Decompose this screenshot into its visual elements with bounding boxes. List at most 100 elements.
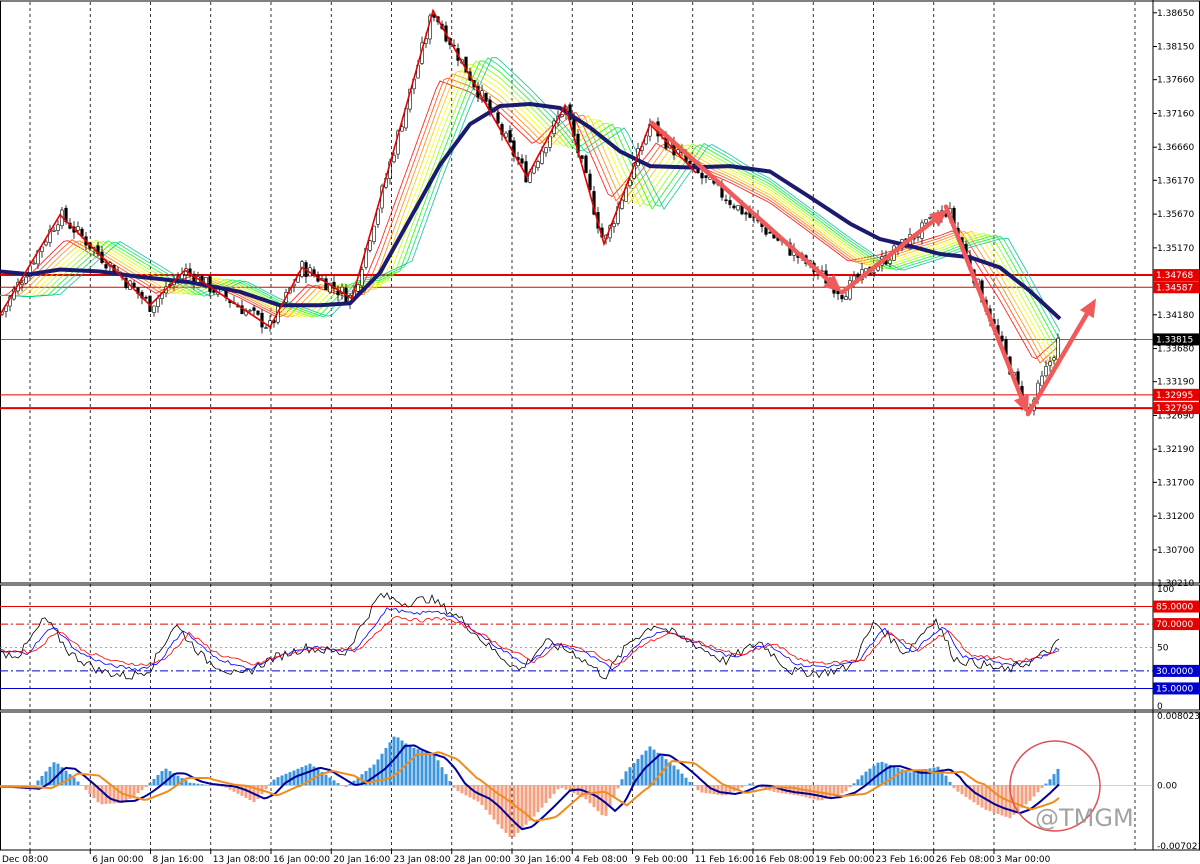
macd-histogram-bar-up	[640, 754, 644, 786]
bear-candle	[332, 281, 336, 289]
price-tick-label: 1.33190	[1157, 378, 1194, 388]
macd-histogram-bar-up	[148, 782, 152, 786]
macd-histogram-bar-down	[124, 785, 128, 802]
macd-histogram-bar-down	[984, 785, 988, 810]
macd-histogram-bar-up	[372, 764, 376, 786]
stochastic-line	[0, 607, 1060, 672]
macd-histogram-bar-down	[244, 785, 248, 798]
macd-histogram-bar-up	[688, 781, 692, 786]
macd-histogram-bar-down	[108, 785, 112, 804]
stochastic-level-tag	[1153, 618, 1199, 631]
macd-histogram-bar-down	[736, 785, 740, 790]
macd-histogram-bar-down	[544, 785, 548, 804]
macd-histogram-bar-up	[60, 767, 64, 786]
macd-histogram-bar-down	[212, 785, 216, 786]
bull-candle	[356, 284, 360, 292]
macd-histogram-bar-down	[728, 785, 732, 794]
macd-histogram-bar-down	[844, 785, 848, 792]
macd-histogram-bar-down	[524, 785, 528, 825]
macd-histogram-bar-up	[932, 767, 936, 786]
bear-candle	[324, 278, 328, 291]
price-tick-label: 1.30210	[1157, 579, 1194, 589]
level-tag-label: 1.32799	[1156, 404, 1193, 414]
macd-histogram-bar-up	[904, 770, 908, 786]
time-label: 8 Jan 16:00	[153, 855, 205, 864]
macd-histogram-bar-down	[716, 785, 720, 795]
macd-histogram-bar-down	[764, 785, 768, 790]
time-label: 9 Feb 00:00	[635, 855, 689, 864]
current-price-label: 1.33815	[1156, 335, 1193, 345]
bull-candle	[52, 229, 56, 232]
macd-histogram-bar-up	[748, 783, 752, 786]
stochastic-tick-label: 0	[1157, 702, 1163, 712]
macd-histogram-bar-down	[708, 785, 712, 794]
trend-arrow-head	[1079, 298, 1096, 319]
bull-candle	[40, 246, 44, 252]
macd-histogram-bar-down	[604, 785, 608, 816]
macd-histogram-bar-down	[340, 785, 344, 786]
macd-histogram-bar-up	[72, 777, 76, 786]
macd-histogram-bar-up	[364, 770, 368, 786]
price-tick-label: 1.33680	[1157, 345, 1194, 355]
bull-candle	[924, 219, 928, 224]
price-tick-label: 1.37160	[1157, 109, 1194, 119]
macd-histogram-bar-down	[228, 785, 232, 790]
macd-histogram-bar-up	[368, 767, 372, 786]
bull-candle	[544, 147, 548, 154]
bull-candle	[48, 229, 52, 243]
macd-histogram-bar-down	[696, 785, 700, 791]
bear-candle	[524, 161, 528, 183]
macd-histogram-bar-down	[1004, 785, 1008, 817]
macd-histogram-bar-down	[232, 785, 236, 792]
macd-histogram-bar-up	[1056, 768, 1060, 786]
macd-histogram-bar-up	[680, 773, 684, 786]
bear-candle	[144, 296, 148, 299]
macd-histogram-bar-up	[320, 772, 324, 786]
macd-histogram-bar-up	[208, 785, 212, 786]
trend-arrow-head	[1013, 394, 1029, 415]
macd-histogram-bar-up	[44, 771, 48, 786]
macd-histogram-bar-up	[356, 777, 360, 786]
bear-candle	[252, 307, 256, 311]
macd-histogram-bar-up	[296, 768, 300, 786]
macd-signal-line	[0, 744, 1060, 831]
bull-candle	[372, 225, 376, 243]
bull-candle	[56, 224, 60, 231]
macd-histogram-bar-down	[840, 785, 844, 794]
level-tag	[1153, 281, 1199, 294]
macd-histogram-bar-down	[92, 785, 96, 799]
stochastic-level-label: 70.0000	[1156, 620, 1193, 630]
macd-histogram-bar-up	[304, 765, 308, 786]
macd-histogram-bar-up	[648, 746, 652, 786]
time-label: 26 Feb 08:00	[936, 855, 995, 864]
bull-candle	[1056, 337, 1060, 360]
bear-candle	[768, 231, 772, 234]
bull-candle	[628, 179, 632, 187]
macd-histogram-bar-down	[832, 785, 836, 797]
bull-candle	[248, 309, 252, 312]
price-tick-label: 1.35670	[1157, 210, 1194, 220]
bear-candle	[520, 158, 524, 164]
macd-histogram-bar-up	[668, 762, 672, 786]
macd-histogram-bar-down	[772, 785, 776, 792]
macd-histogram-bar-down	[96, 785, 100, 803]
macd-histogram-bar-down	[344, 785, 348, 788]
highlight-circle	[1009, 740, 1101, 832]
macd-histogram-bar-down	[560, 785, 564, 788]
macd-histogram-bar-down	[1024, 785, 1028, 805]
macd-histogram-bar-up	[196, 783, 200, 786]
level-tag	[1153, 402, 1199, 415]
bear-candle	[728, 200, 732, 205]
macd-histogram-bar-up	[912, 771, 916, 786]
bull-candle	[24, 276, 28, 284]
time-label: 13 Jan 08:00	[213, 855, 270, 864]
macd-histogram-bar-down	[796, 785, 800, 796]
bull-candle	[32, 262, 36, 265]
level-tag-label: 1.34768	[1156, 271, 1193, 281]
macd-histogram-bar-up	[204, 784, 208, 786]
macd-histogram-bar-down	[540, 785, 544, 808]
level-tag	[1153, 269, 1199, 282]
macd-histogram-bar-down	[472, 785, 476, 800]
time-label: 23 Feb 16:00	[876, 855, 935, 864]
